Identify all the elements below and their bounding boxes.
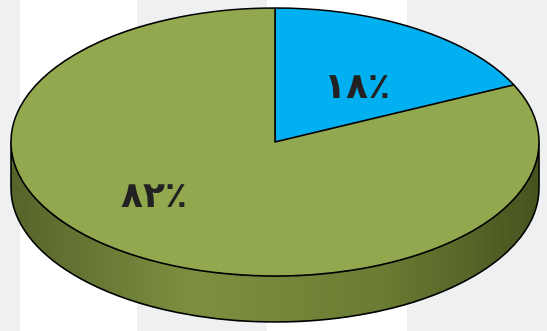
pie-slice-1 — [10, 7, 540, 277]
background-band-left — [0, 0, 20, 331]
pie-label-1: ٨٢٪ — [121, 175, 187, 216]
pie-label-0: ١٨٪ — [324, 66, 390, 107]
pie-slice-0 — [274, 7, 515, 143]
